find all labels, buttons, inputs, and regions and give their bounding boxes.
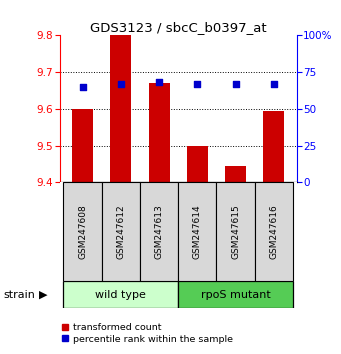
Point [118, 81, 123, 87]
Point [156, 80, 162, 85]
Text: GSM247613: GSM247613 [154, 205, 164, 259]
Bar [217, 182, 255, 281]
Bar [263, 111, 284, 182]
Legend: transformed count, percentile rank within the sample: transformed count, percentile rank withi… [58, 319, 236, 348]
Bar [255, 182, 293, 281]
Point [233, 81, 238, 87]
Bar [187, 145, 208, 182]
Point [80, 84, 85, 90]
Bar [110, 35, 131, 182]
Bar [140, 182, 178, 281]
Text: GSM247616: GSM247616 [269, 205, 278, 259]
Bar [72, 109, 93, 182]
Text: GSM247614: GSM247614 [193, 205, 202, 259]
Text: rpoS mutant: rpoS mutant [201, 290, 270, 300]
Text: ▶: ▶ [39, 290, 48, 300]
Bar [63, 281, 178, 308]
Bar [178, 182, 217, 281]
Text: wild type: wild type [95, 290, 146, 300]
Bar [149, 83, 169, 182]
Point [195, 81, 200, 87]
Bar [63, 182, 102, 281]
Text: GSM247612: GSM247612 [116, 205, 125, 259]
Text: GSM247615: GSM247615 [231, 205, 240, 259]
Bar [178, 281, 293, 308]
Text: GSM247608: GSM247608 [78, 205, 87, 259]
Point [271, 81, 277, 87]
Text: strain: strain [3, 290, 35, 300]
Bar [225, 166, 246, 182]
Title: GDS3123 / sbcC_b0397_at: GDS3123 / sbcC_b0397_at [90, 21, 266, 34]
Bar [102, 182, 140, 281]
